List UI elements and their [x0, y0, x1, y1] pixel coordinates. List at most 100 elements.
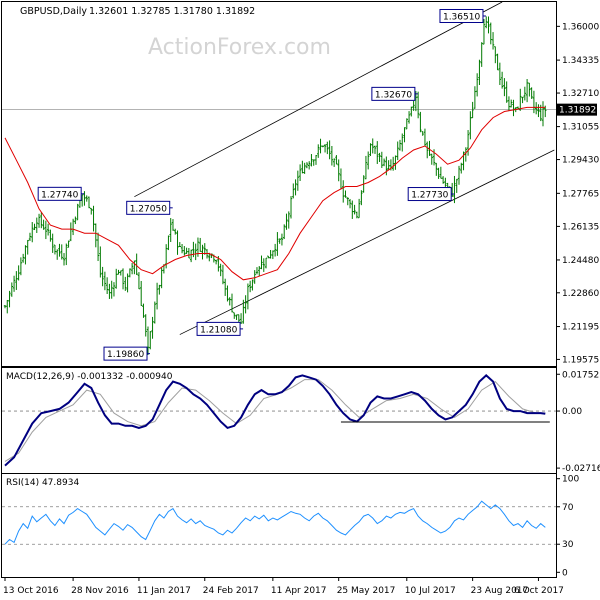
ohlc-bar [435, 162, 438, 176]
ohlc-bar [328, 140, 331, 160]
ohlc-bar [421, 131, 424, 136]
price-y-tick-label: 1.24480 [562, 256, 599, 266]
ohlc-bar [10, 282, 14, 297]
ohlc-bar [287, 211, 290, 229]
ohlc-bar [60, 244, 63, 260]
ohlc-bar [407, 111, 411, 124]
rsi-y-tick-label: 100 [562, 475, 579, 485]
ohlc-bar [74, 216, 77, 225]
ohlc-bar [283, 224, 286, 240]
ohlc-bar [187, 247, 191, 259]
ohlc-bar [8, 290, 11, 308]
ohlc-bar [71, 218, 75, 236]
ohlc-bar [101, 266, 104, 287]
ohlc-bar [3, 304, 7, 309]
date-x-axis: 13 Oct 2016 28 Nov 2016 11 Jan 2017 24 Feb … [3, 577, 564, 596]
ohlc-bar [326, 141, 329, 155]
annotation-box [126, 200, 171, 215]
ohlc-bar [239, 313, 243, 324]
ohlc-bar [160, 267, 163, 289]
ohlc-bar [439, 166, 443, 179]
x-tick-label: 23 Aug 2017 [471, 586, 529, 596]
symbol-label: GBPUSD,Daily [20, 6, 87, 17]
ohlc-bar [180, 244, 184, 254]
ohlc-bar [56, 249, 59, 260]
ohlc-bar [296, 170, 300, 191]
channel-upper-line [134, 1, 503, 198]
ohlc-bar [35, 217, 38, 233]
ohlc-bar [416, 91, 420, 119]
annotation-label: 1.21080 [200, 325, 237, 335]
ohlc-bar [6, 299, 9, 314]
ohlc-bar [92, 205, 95, 232]
ohlc-bar [269, 249, 272, 259]
ohlc-bar [444, 177, 447, 187]
macd-y-tick-label: -0.027169 [562, 464, 600, 474]
ohlc-bar [403, 127, 406, 143]
ohlc-bar [332, 158, 336, 167]
ohlc-bar [65, 243, 68, 266]
ohlc-bar [214, 259, 218, 265]
ohlc-bar [373, 145, 377, 154]
ohlc-bar [510, 99, 513, 108]
ohlc-bar [303, 162, 306, 174]
rsi-title: RSI(14) 47.8934 [6, 478, 79, 488]
watermark-text: ActionForex.com [148, 35, 331, 60]
ohlc-bar [228, 297, 231, 306]
ohlc-bar [235, 314, 238, 320]
x-tick-label: 24 Feb 2017 [203, 586, 259, 596]
price-annotation: 1.27740 [37, 186, 85, 201]
ohlc-bar [305, 162, 309, 169]
ohlc-bar [53, 244, 57, 255]
ohlc-bar [33, 223, 36, 231]
ohlc-bar [115, 268, 118, 289]
ohlc-bar [112, 282, 116, 297]
x-tick-label: 11 Apr 2017 [271, 586, 327, 596]
price-y-tick-label: 1.29430 [562, 156, 599, 166]
rsi-y-axis: 100 70 30 0 [556, 475, 579, 578]
ohlc-bar [230, 293, 234, 313]
ohlc-bar [248, 280, 252, 293]
ohlc-bar [367, 151, 370, 170]
ohlc-bar [176, 230, 179, 255]
ohlc-bar [135, 253, 138, 275]
ohlc-bar [140, 280, 143, 307]
ohlc-bar [278, 238, 281, 244]
ohlc-bar [62, 253, 66, 266]
ohlc-bar [208, 252, 211, 262]
ohlc-bar [537, 104, 540, 118]
x-tick-label: 25 May 2017 [337, 586, 396, 596]
macd-y-tick-label: 0.00 [562, 407, 582, 417]
ohlc-bar [426, 141, 429, 159]
x-tick-label: 28 Nov 2016 [71, 586, 129, 596]
ohlc-bar [301, 160, 304, 174]
ohlc-bar [128, 268, 132, 278]
ohlc-bar [414, 91, 418, 112]
ohlc-bar [437, 167, 440, 179]
ohlc-bar [201, 244, 204, 260]
ohlc-bar [335, 155, 338, 165]
ohlc-bar [378, 152, 381, 162]
ohlc-bar [262, 258, 265, 272]
ohlc-bar [233, 312, 236, 319]
ohlc-bar [226, 285, 229, 302]
ohlc-bar [273, 243, 277, 257]
ohlc-bar [255, 267, 259, 275]
ohlc-bar [480, 42, 483, 67]
rsi-plot [2, 500, 556, 545]
ohlc-bar [364, 155, 368, 180]
ohlc-bar [489, 22, 492, 45]
price-y-tick-label: 1.27765 [562, 189, 599, 199]
ohlc-bar [314, 155, 318, 165]
ohlc-bar [223, 278, 227, 296]
ohlc-bar [276, 232, 279, 256]
ohlc-bar [267, 255, 270, 259]
ohlc-bar [394, 155, 397, 170]
ohlc-bar [251, 279, 254, 291]
ohlc-bar [26, 239, 29, 255]
ohlc-bar [523, 86, 527, 101]
ohlc-bar [96, 232, 100, 262]
ohlc-bar [76, 203, 79, 221]
ohlc-bar [357, 198, 361, 219]
ohlc-bar [371, 138, 374, 154]
